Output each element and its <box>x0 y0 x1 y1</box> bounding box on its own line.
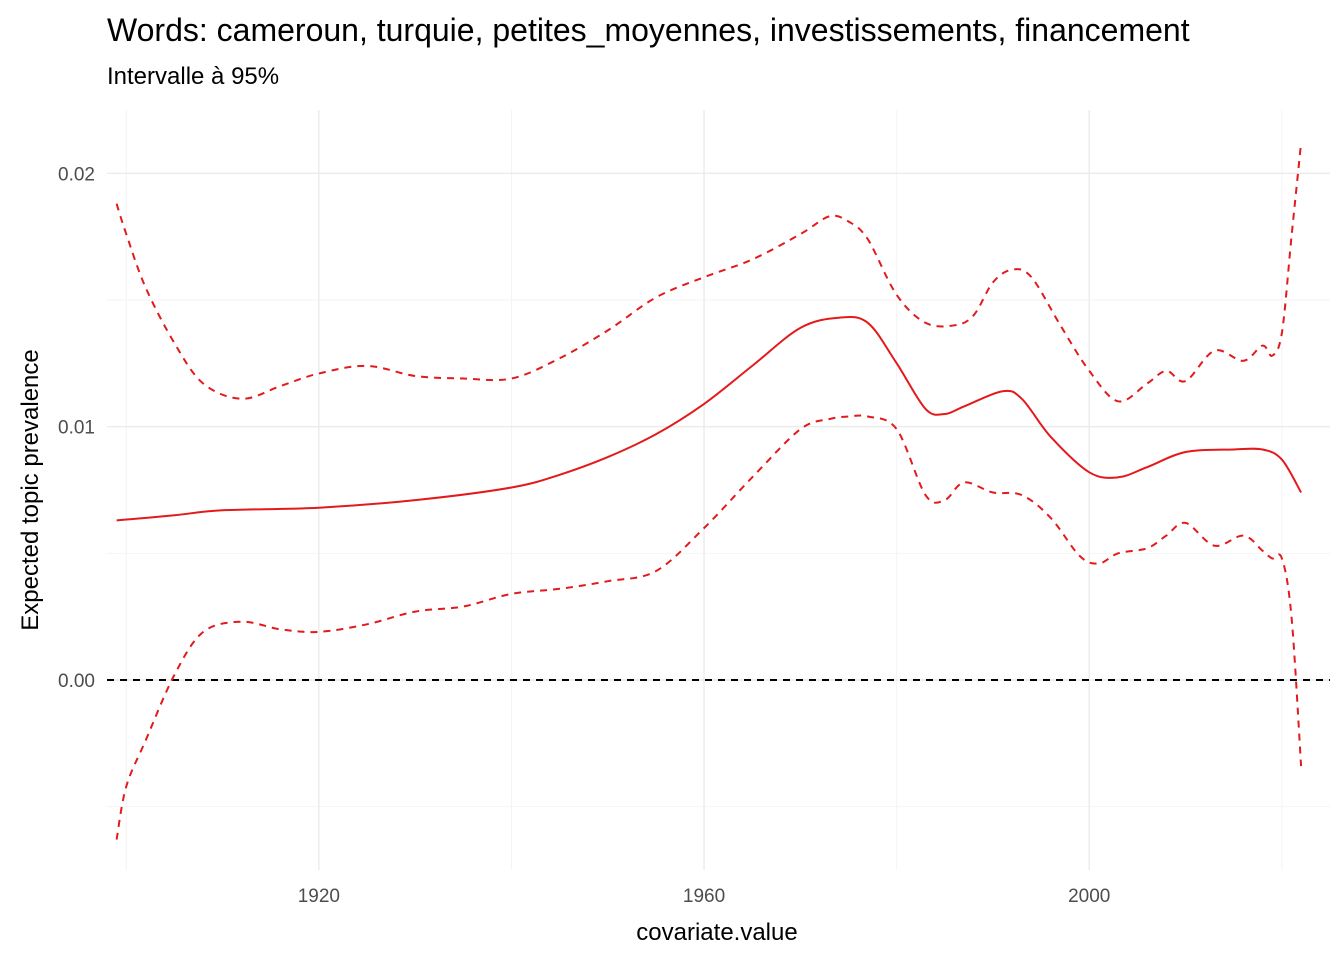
y-tick-label: 0.00 <box>58 671 95 692</box>
x-tick-label: 2000 <box>1068 886 1110 907</box>
x-axis-title: covariate.value <box>636 919 797 946</box>
x-tick-label: 1920 <box>298 886 340 907</box>
chart-subtitle: Intervalle à 95% <box>107 63 279 90</box>
chart-title: Words: cameroun, turquie, petites_moyenn… <box>107 12 1190 48</box>
series-lower-line <box>115 414 1303 840</box>
y-tick-label: 0.01 <box>58 418 95 439</box>
y-tick-label: 0.02 <box>58 164 95 185</box>
x-tick-label: 1960 <box>683 886 725 907</box>
tick-labels: 1920 1960 2000 0.00 0.01 0.02 <box>58 164 1110 907</box>
y-axis-title: Expected topic prevalence <box>17 349 44 631</box>
series-upper-line <box>115 142 1303 403</box>
series-estimate-line <box>116 315 1302 522</box>
grid <box>107 110 1330 870</box>
series-group <box>115 142 1303 840</box>
